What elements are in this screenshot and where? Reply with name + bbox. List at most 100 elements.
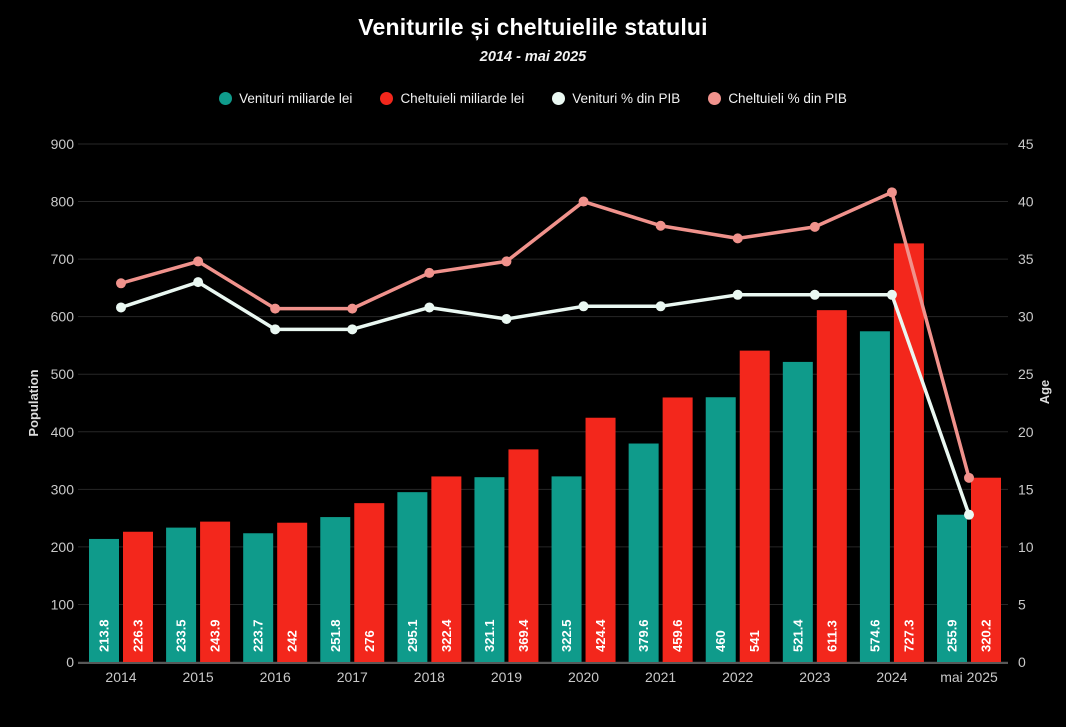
bar-value-label: 459.6	[670, 619, 685, 652]
right-axis-tick-label: 40	[1018, 194, 1034, 210]
bar-cheltuieli-miliarde-lei[interactable]	[277, 522, 308, 662]
x-axis-tick-label: 2014	[105, 669, 136, 685]
bar-value-label: 541	[747, 630, 762, 652]
legend-dot-icon	[219, 92, 233, 105]
bar-venituri-miliarde-lei[interactable]	[859, 331, 890, 662]
data-point-cheltuieli-din-pib[interactable]	[347, 303, 358, 314]
data-point-cheltuieli-din-pib[interactable]	[501, 256, 512, 267]
data-point-venituri-din-pib[interactable]	[501, 313, 512, 324]
data-point-cheltuieli-din-pib[interactable]	[809, 221, 820, 232]
legend-dot-icon	[380, 92, 394, 105]
bar-cheltuieli-miliarde-lei[interactable]	[971, 477, 1001, 662]
chart-title: Veniturile și cheltuielile statului	[358, 14, 708, 40]
legend-item-cheltuieli-din-pib[interactable]: Cheltuieli % din PIB	[708, 91, 847, 106]
bar-value-label: 255.9	[945, 619, 960, 652]
bar-value-label: 379.6	[636, 619, 651, 652]
bar-value-label: 727.3	[901, 619, 916, 652]
x-axis-tick-label: 2016	[260, 669, 291, 685]
legend-item-cheltuieli-miliarde-lei[interactable]: Cheltuieli miliarde lei	[380, 91, 524, 106]
data-point-venituri-din-pib[interactable]	[270, 324, 281, 335]
right-axis-tick-label: 25	[1018, 366, 1034, 382]
x-axis-tick-label: 2015	[183, 669, 214, 685]
bar-value-label: 243.9	[208, 619, 223, 652]
data-point-venituri-din-pib[interactable]	[347, 324, 358, 335]
legend-dot-icon	[552, 92, 566, 105]
bar-value-label: 213.8	[97, 619, 112, 652]
data-point-cheltuieli-din-pib[interactable]	[578, 196, 589, 207]
bar-value-label: 611.3	[824, 620, 839, 652]
bar-value-label: 276	[362, 630, 377, 652]
bar-value-label: 320.2	[979, 619, 994, 652]
bar-cheltuieli-miliarde-lei[interactable]	[893, 243, 924, 662]
bar-venituri-miliarde-lei[interactable]	[937, 514, 967, 662]
legend-item-venituri-miliarde-lei[interactable]: Venituri miliarde lei	[219, 91, 352, 106]
data-point-venituri-din-pib[interactable]	[424, 302, 435, 313]
data-point-venituri-din-pib[interactable]	[964, 509, 974, 520]
bar-cheltuieli-miliarde-lei[interactable]	[431, 476, 462, 662]
bar-value-label: 521.4	[790, 619, 805, 652]
bar-cheltuieli-miliarde-lei[interactable]	[508, 449, 539, 662]
legend-label: Venituri % din PIB	[572, 91, 681, 106]
legend-item-venituri-din-pib[interactable]: Venituri % din PIB	[552, 91, 680, 106]
chart-subtitle: 2014 - mai 2025	[479, 49, 587, 65]
left-axis-tick-label: 300	[51, 481, 75, 497]
left-axis-tick-label: 100	[51, 596, 75, 612]
bar-cheltuieli-miliarde-lei[interactable]	[816, 310, 847, 662]
data-point-cheltuieli-din-pib[interactable]	[193, 256, 204, 267]
bar-cheltuieli-miliarde-lei[interactable]	[354, 503, 385, 662]
chart-header: Veniturile și cheltuielile statului 2014…	[0, 14, 1066, 65]
bar-venituri-miliarde-lei[interactable]	[89, 538, 119, 662]
data-point-venituri-din-pib[interactable]	[655, 301, 666, 312]
bar-venituri-miliarde-lei[interactable]	[166, 527, 197, 662]
bar-cheltuieli-miliarde-lei[interactable]	[662, 397, 693, 662]
data-point-cheltuieli-din-pib[interactable]	[964, 472, 974, 483]
legend: Venituri miliarde lei Cheltuieli miliarde…	[0, 91, 1066, 106]
right-axis-tick-label: 5	[1018, 596, 1026, 612]
left-axis-tick-label: 400	[51, 424, 75, 440]
x-axis-tick-label: 2022	[722, 669, 753, 685]
legend-label: Cheltuieli % din PIB	[728, 91, 847, 106]
bar-venituri-miliarde-lei[interactable]	[705, 397, 736, 662]
data-point-venituri-din-pib[interactable]	[116, 302, 126, 313]
data-point-cheltuieli-din-pib[interactable]	[116, 278, 126, 289]
line-cheltuieli-din-pib	[119, 190, 971, 480]
bar-venituri-miliarde-lei[interactable]	[782, 361, 813, 662]
legend-label: Venituri miliarde lei	[239, 91, 353, 106]
bar-venituri-miliarde-lei[interactable]	[628, 443, 659, 662]
bar-value-label: 223.7	[251, 619, 266, 652]
right-axis-title: Age	[1037, 380, 1052, 405]
data-point-cheltuieli-din-pib[interactable]	[732, 233, 743, 244]
x-axis-tick-label: 2019	[491, 669, 522, 685]
left-axis-tick-label: 700	[51, 251, 75, 267]
data-point-cheltuieli-din-pib[interactable]	[424, 267, 435, 278]
data-point-cheltuieli-din-pib[interactable]	[655, 220, 666, 231]
x-axis-tick-label: 2020	[568, 669, 599, 685]
legend-dot-icon	[708, 92, 722, 105]
bar-venituri-miliarde-lei[interactable]	[243, 533, 274, 662]
x-axis-tick-label: 2023	[799, 669, 830, 685]
bar-venituri-miliarde-lei[interactable]	[320, 517, 351, 662]
left-axis-tick-label: 800	[51, 194, 75, 210]
data-point-venituri-din-pib[interactable]	[886, 289, 897, 300]
bar-value-label: 574.6	[867, 619, 882, 652]
bar-venituri-miliarde-lei[interactable]	[474, 477, 505, 662]
data-point-venituri-din-pib[interactable]	[809, 289, 820, 300]
left-axis-tick-label: 500	[51, 366, 75, 382]
data-point-venituri-din-pib[interactable]	[732, 289, 743, 300]
bar-venituri-miliarde-lei[interactable]	[397, 492, 428, 662]
data-point-venituri-din-pib[interactable]	[578, 301, 589, 312]
bar-cheltuieli-miliarde-lei[interactable]	[585, 417, 616, 662]
right-axis-tick-label: 30	[1018, 309, 1034, 325]
line-venituri-din-pib	[119, 280, 971, 517]
bar-value-label: 369.4	[516, 619, 531, 652]
bar-venituri-miliarde-lei[interactable]	[551, 476, 582, 662]
bar-cheltuieli-miliarde-lei[interactable]	[200, 521, 231, 662]
x-axis-tick-label: 2018	[414, 669, 445, 685]
data-point-venituri-din-pib[interactable]	[193, 277, 204, 288]
data-point-cheltuieli-din-pib[interactable]	[886, 187, 897, 198]
data-point-cheltuieli-din-pib[interactable]	[270, 303, 281, 314]
bar-value-label: 295.1	[405, 619, 420, 652]
bar-cheltuieli-miliarde-lei[interactable]	[739, 350, 770, 662]
bar-cheltuieli-miliarde-lei[interactable]	[123, 531, 153, 662]
